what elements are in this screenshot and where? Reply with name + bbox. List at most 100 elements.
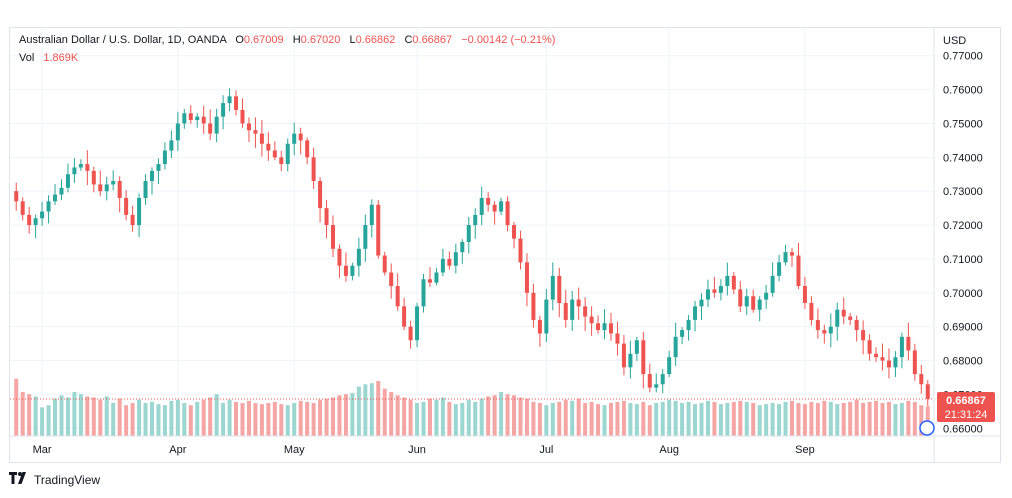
candle-body — [751, 296, 756, 310]
candle-body — [615, 333, 620, 344]
candle-body — [589, 316, 594, 324]
volume-bar — [899, 403, 904, 436]
volume-bar — [570, 400, 575, 436]
volume-bar — [531, 401, 536, 436]
candle-body — [647, 374, 652, 388]
volume-bar — [874, 400, 879, 436]
volume-bar — [524, 398, 529, 436]
candle-body — [40, 211, 45, 219]
candle-body — [802, 286, 807, 303]
volume-bar — [337, 395, 342, 436]
volume-bar — [479, 398, 484, 436]
volume-bar — [72, 392, 77, 436]
volume-bar — [751, 403, 756, 436]
candle-body — [111, 181, 116, 185]
candle-body — [363, 225, 368, 249]
volume-bar — [608, 403, 613, 436]
candle-body — [395, 286, 400, 307]
volume-bar — [576, 398, 581, 436]
candle-body — [686, 319, 691, 331]
candle-body — [149, 170, 154, 182]
settings-icon — [919, 420, 935, 436]
candle-body — [402, 306, 407, 327]
x-tick-label: Aug — [659, 444, 679, 456]
candle-body — [757, 299, 762, 310]
candle-body — [479, 197, 484, 215]
candle-body — [227, 96, 232, 104]
candle-body — [33, 218, 38, 226]
change-value: −0.00142 (−0.21%) — [461, 34, 556, 46]
candle-body — [175, 123, 180, 141]
high-value: 0.67020 — [300, 34, 341, 46]
candle-body — [531, 292, 536, 320]
volume-bar — [331, 397, 336, 436]
candle-body — [667, 357, 672, 375]
volume-bar — [712, 401, 717, 436]
candle-body — [447, 258, 452, 266]
volume-bar — [796, 403, 801, 436]
volume-bar — [654, 403, 659, 436]
candle-body — [602, 323, 607, 331]
volume-bar — [369, 383, 374, 436]
volume-bar — [596, 404, 601, 436]
volume-bar — [557, 401, 562, 436]
candle-body — [234, 96, 239, 110]
candle-body — [427, 279, 432, 283]
volume-bar — [822, 400, 827, 436]
candle-body — [912, 350, 917, 375]
candle-body — [634, 340, 639, 354]
high-key: H — [292, 34, 301, 46]
volume-bar — [27, 394, 32, 436]
volume-bar — [298, 400, 303, 436]
volume-bar — [705, 400, 710, 436]
y-tick-label: 0.73000 — [943, 186, 983, 198]
volume-bar — [854, 399, 859, 436]
candle-body — [72, 167, 77, 175]
candle-body — [731, 275, 736, 290]
candle-body — [389, 272, 394, 287]
volume-bar — [537, 403, 542, 436]
candle-body — [505, 201, 510, 226]
volume-bar — [111, 403, 116, 436]
volume-bar — [195, 401, 200, 436]
volume-value: 1.869K — [43, 52, 79, 64]
volume-bar — [46, 405, 51, 436]
candle-body — [608, 323, 613, 334]
candle-body — [91, 170, 96, 185]
candle-body — [453, 252, 458, 266]
candle-body — [143, 181, 148, 198]
y-tick-label: 0.76000 — [943, 85, 983, 97]
candle-body — [705, 289, 710, 300]
volume-bar — [408, 399, 413, 436]
candle-body — [324, 208, 329, 226]
candle-body — [854, 319, 859, 331]
candle-body — [596, 323, 601, 331]
volume-bar — [512, 395, 517, 436]
candle-body — [27, 214, 32, 226]
volume-bar — [343, 394, 348, 436]
volume-bar — [227, 399, 232, 436]
volume-bar — [686, 401, 691, 436]
volume-bar — [828, 401, 833, 436]
candle-body — [85, 164, 90, 171]
candle-body — [292, 133, 297, 144]
volume-bar — [305, 401, 310, 436]
volume-bar — [440, 397, 445, 436]
volume-bar — [292, 403, 297, 436]
volume-bar — [466, 399, 471, 436]
tradingview-logo[interactable]: TradingView — [9, 472, 100, 487]
candle-body — [59, 187, 64, 195]
axes: 0.77000 0.76000 0.75000 0.74000 0.73000 0.720… — [10, 28, 1000, 462]
candle-body — [246, 123, 251, 131]
volume-bar — [447, 401, 452, 436]
candle-body — [660, 374, 665, 385]
candle-body — [738, 289, 743, 307]
volume-bar — [188, 405, 193, 436]
y-tick-label: 0.68000 — [943, 356, 983, 368]
volume-bar — [33, 396, 38, 436]
volume-bar — [790, 400, 795, 436]
volume-bar — [492, 395, 497, 436]
x-tick-label: Mar — [33, 444, 52, 456]
volume-bar — [673, 400, 678, 436]
